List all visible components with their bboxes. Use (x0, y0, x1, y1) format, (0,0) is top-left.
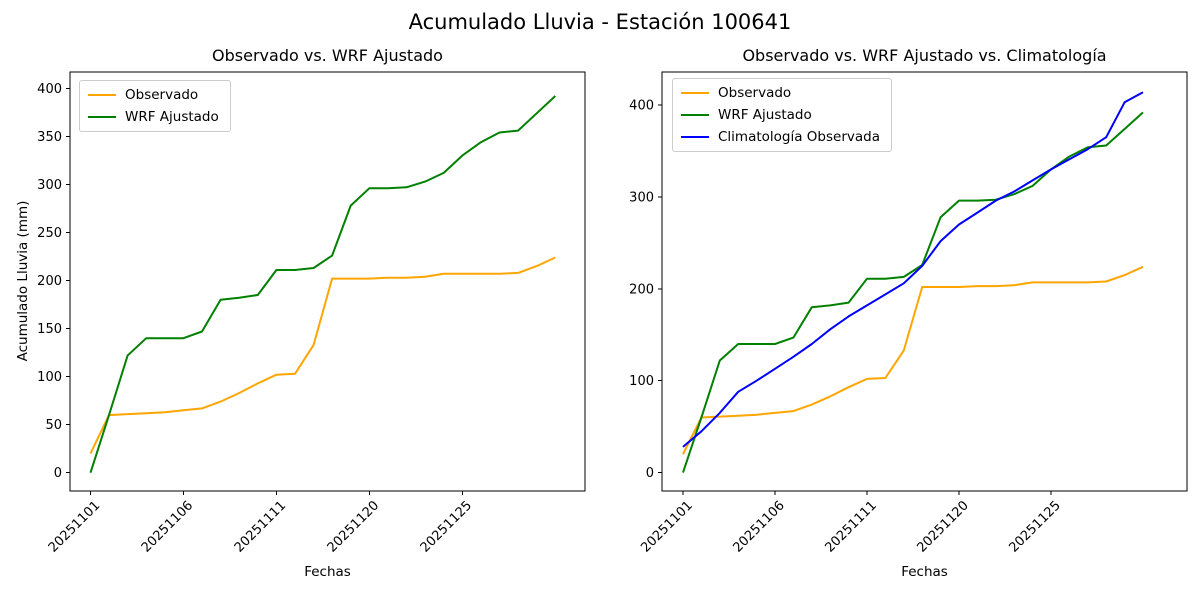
y-tick-label: 350 (37, 130, 62, 145)
y-tick-label: 100 (629, 374, 654, 389)
legend-item-wrf-ajustado: WRF Ajustado (88, 109, 219, 125)
y-tick-label: 200 (37, 274, 62, 289)
y-tick-label: 0 (646, 466, 654, 481)
legend-label-observado: Observado (125, 87, 199, 103)
legend-item-observado: Observado (681, 85, 880, 101)
left-chart-plot-area: 0 50 100 150 200 250 300 350 400 20251101 20251106… (37, 71, 586, 556)
y-tick-label: 200 (629, 282, 654, 297)
legend-item-observado: Observado (88, 87, 219, 103)
x-tick-label: 20251106 (139, 498, 196, 555)
left-chart: Observado vs. WRF Ajustado 0 50 100 150 200 2… (15, 46, 586, 580)
figure-title: Acumulado Lluvia - Estación 100641 (408, 10, 792, 34)
x-tick-label: 20251111 (232, 498, 289, 555)
y-tick-label: 300 (629, 190, 654, 205)
legend-label-climatologia-observada: Climatología Observada (718, 129, 880, 145)
y-tick-label: 50 (45, 418, 62, 433)
legend-line-wrf-ajustado (681, 113, 709, 117)
left-chart-y-axis-label: Acumulado Lluvia (mm) (15, 200, 31, 362)
y-tick-label: 400 (629, 99, 654, 114)
axes-border (661, 71, 1188, 492)
legend-line-observado (681, 91, 709, 95)
x-tick-label: 20251125 (1006, 498, 1063, 555)
y-tick-label: 250 (37, 226, 62, 241)
right-chart-title: Observado vs. WRF Ajustado vs. Climatolo… (742, 46, 1107, 65)
right-chart-plot-area: 0 100 200 300 400 20251101 20251106 20251111 202… (629, 71, 1188, 556)
y-tick-label: 100 (37, 370, 62, 385)
series-line-wrf-ajustado (682, 111, 1144, 473)
legend-item-wrf-ajustado: WRF Ajustado (681, 107, 880, 123)
left-chart-legend: Observado WRF Ajustado (79, 80, 231, 132)
y-tick-label: 400 (37, 82, 62, 97)
x-tick-label: 20251120 (325, 498, 382, 555)
left-chart-x-axis-label: Fechas (304, 564, 351, 580)
right-chart: Observado vs. WRF Ajustado vs. Climatolo… (600, 0, 1200, 600)
legend-line-wrf-ajustado (88, 115, 116, 119)
y-tick-label: 0 (54, 466, 62, 481)
x-tick-label: 20251125 (418, 498, 475, 555)
legend-label-observado: Observado (718, 85, 792, 101)
series-line-observado (682, 265, 1144, 455)
legend-label-wrf-ajustado: WRF Ajustado (718, 107, 812, 123)
legend-label-wrf-ajustado: WRF Ajustado (125, 109, 219, 125)
left-chart-title: Observado vs. WRF Ajustado (212, 46, 443, 65)
x-tick-label: 20251106 (730, 498, 787, 555)
x-tick-label: 20251120 (914, 498, 971, 555)
series-line-wrf-ajustado (89, 95, 556, 474)
right-chart-legend: Observado WRF Ajustado Climatología Obse… (672, 78, 892, 152)
y-tick-label: 150 (37, 322, 62, 337)
series-line-climatolog-a-observada (682, 91, 1144, 448)
series-line-observado (89, 256, 556, 454)
legend-item-climatologia-observada: Climatología Observada (681, 129, 880, 145)
legend-line-climatologia-observada (681, 135, 709, 139)
x-tick-label: 20251111 (822, 498, 879, 555)
axes-border (69, 71, 586, 492)
x-tick-label: 20251101 (46, 498, 103, 555)
legend-line-observado (88, 93, 116, 97)
x-tick-label: 20251101 (638, 498, 695, 555)
y-tick-label: 300 (37, 178, 62, 193)
right-chart-x-axis-label: Fechas (901, 564, 948, 580)
